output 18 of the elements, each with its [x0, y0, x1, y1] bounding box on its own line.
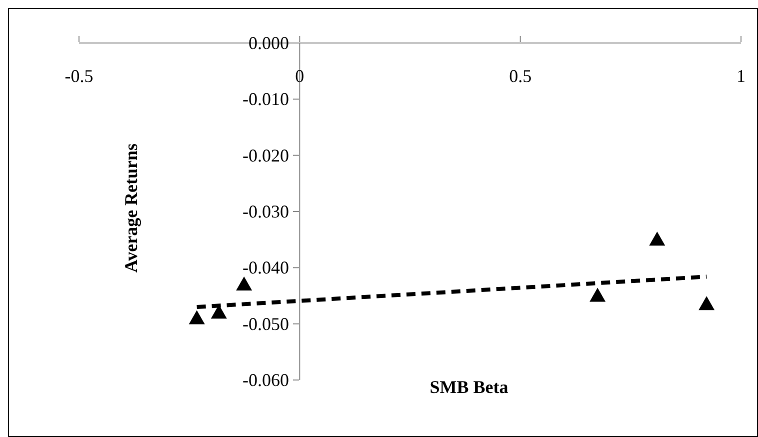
x-tick-label: 0.5 [509, 66, 532, 86]
x-tick-label: 1 [736, 66, 746, 86]
y-tick-label: 0.000 [248, 33, 289, 53]
y-tick-label: -0.050 [242, 314, 289, 334]
x-tick-label: -0.5 [64, 66, 94, 86]
y-tick-label: -0.030 [242, 202, 289, 222]
y-axis-title: Average Returns [121, 143, 141, 273]
point [649, 232, 666, 246]
point [236, 276, 252, 291]
point [188, 310, 205, 324]
y-tick-label: -0.010 [242, 89, 289, 110]
point [590, 288, 606, 302]
point [698, 296, 715, 310]
y-tick-label: -0.040 [242, 258, 289, 278]
x-tick-label: 0 [295, 66, 304, 86]
y-tick-label: -0.060 [242, 370, 289, 390]
y-tick-label: -0.020 [242, 145, 289, 166]
x-axis-title: SMB Beta [430, 377, 508, 397]
